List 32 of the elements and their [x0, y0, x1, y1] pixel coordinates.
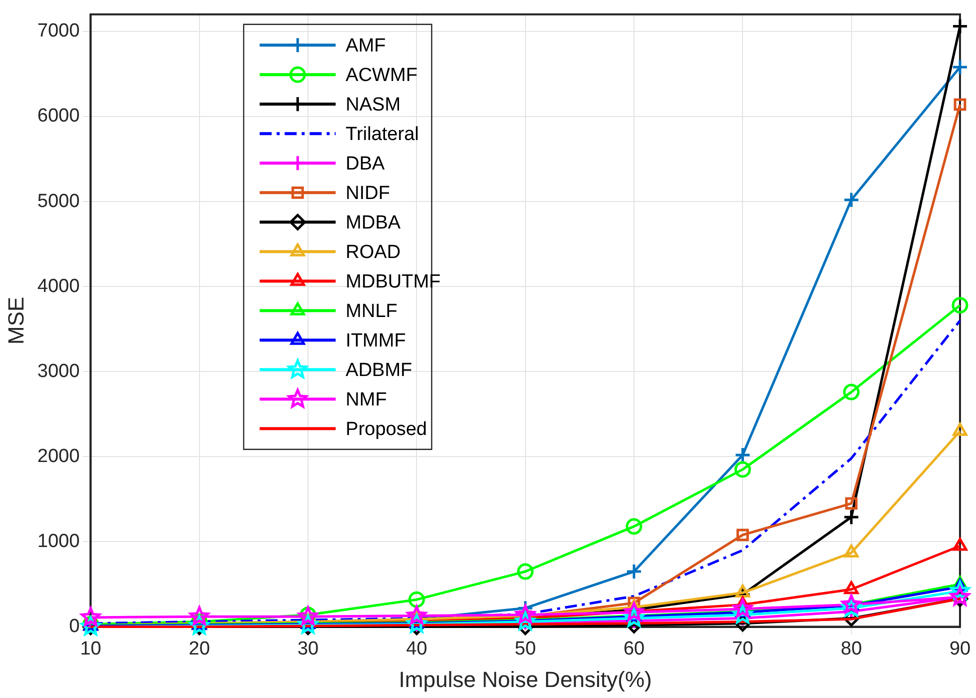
x-tick-label: 90: [949, 638, 971, 660]
legend-label: ACWMF: [346, 64, 418, 86]
x-tick-label: 30: [297, 638, 319, 660]
y-tick-label: 4000: [37, 276, 80, 297]
legend-label: ADBMF: [346, 360, 412, 381]
y-tick-label: 2000: [37, 446, 80, 467]
x-tick-label: 80: [840, 638, 862, 660]
legend-label: Trilateral: [346, 124, 419, 145]
y-tick-label: 3000: [37, 360, 80, 382]
y-tick-label: 0: [69, 616, 80, 638]
x-tick-label: 10: [80, 638, 102, 660]
x-tick-label: 20: [188, 638, 210, 660]
legend-label: ITMMF: [346, 330, 406, 352]
x-tick-label: 60: [623, 638, 645, 660]
x-tick-label: 70: [732, 638, 754, 660]
legend-label: ROAD: [346, 242, 401, 263]
legend-label: NASM: [346, 94, 401, 116]
x-tick-label: 40: [406, 638, 428, 660]
legend-label: DBA: [346, 153, 386, 174]
legend-label: MDBA: [346, 212, 401, 234]
x-axis-title: Impulse Noise Density(%): [398, 666, 652, 692]
y-tick-label: 6000: [37, 106, 80, 127]
legend-label: NMF: [346, 389, 387, 410]
y-tick-label: 7000: [37, 20, 80, 42]
legend-label: Proposed: [346, 418, 428, 440]
y-tick-label: 1000: [37, 530, 80, 552]
y-tick-label: 5000: [37, 190, 80, 212]
x-tick-label: 50: [514, 638, 536, 660]
legend-label: MNLF: [346, 300, 398, 322]
y-axis-title: MSE: [3, 296, 28, 344]
legend-label: NIDF: [346, 182, 390, 204]
legend-label: AMF: [346, 35, 386, 56]
